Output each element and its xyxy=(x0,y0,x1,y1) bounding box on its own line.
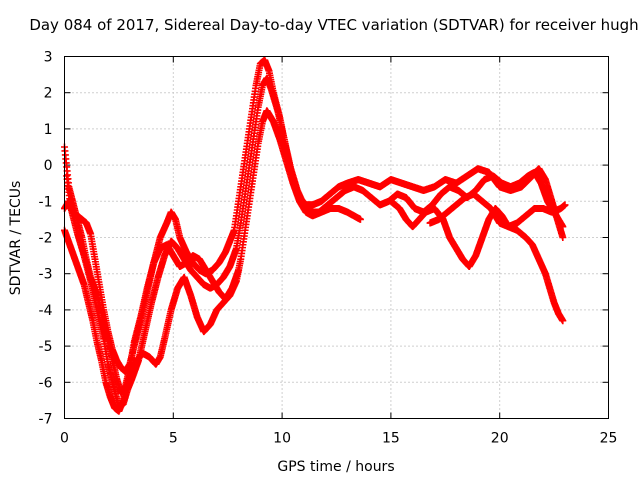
y-tick-label: 2 xyxy=(44,86,53,102)
x-tick-label: 15 xyxy=(382,431,400,447)
plot-frame xyxy=(64,56,609,419)
x-tick-label: 0 xyxy=(60,431,69,447)
series-pass-6 xyxy=(426,190,569,231)
chart-title: Day 084 of 2017, Sidereal Day-to-day VTE… xyxy=(29,16,638,34)
y-tick-label: -5 xyxy=(39,339,53,355)
data-point xyxy=(356,215,364,223)
x-axis-label: GPS time / hours xyxy=(277,459,394,475)
y-axis-label: SDTVAR / TECUs xyxy=(8,181,24,296)
data-point xyxy=(561,201,569,209)
y-tick-label: -3 xyxy=(39,267,53,283)
x-tick-label: 25 xyxy=(600,431,618,447)
data-point xyxy=(559,223,567,231)
y-tick-label: 3 xyxy=(44,50,53,66)
x-tick-labels: 0 5 10 15 20 25 xyxy=(60,431,617,447)
x-tick-label: 5 xyxy=(169,431,178,447)
y-tick-label: -2 xyxy=(39,231,53,247)
data-point xyxy=(559,234,567,241)
data-series xyxy=(61,56,569,415)
y-tick-label: -4 xyxy=(39,303,53,319)
y-tick-labels: -7 -6 -5 -4 -3 -2 -1 0 1 2 3 xyxy=(39,50,53,428)
series-pass-3 xyxy=(61,107,364,415)
series-pass-4 xyxy=(61,197,243,375)
series-pass-5 xyxy=(387,197,567,325)
y-tick-label: -1 xyxy=(39,194,53,210)
data-point xyxy=(235,266,243,274)
x-tick-label: 10 xyxy=(273,431,291,447)
x-tick-label: 20 xyxy=(491,431,509,447)
y-tick-label: 0 xyxy=(44,158,53,174)
y-tick-label: 1 xyxy=(44,122,53,138)
y-tick-label: -6 xyxy=(39,375,53,391)
y-tick-label: -7 xyxy=(39,412,53,428)
data-point xyxy=(559,317,567,325)
